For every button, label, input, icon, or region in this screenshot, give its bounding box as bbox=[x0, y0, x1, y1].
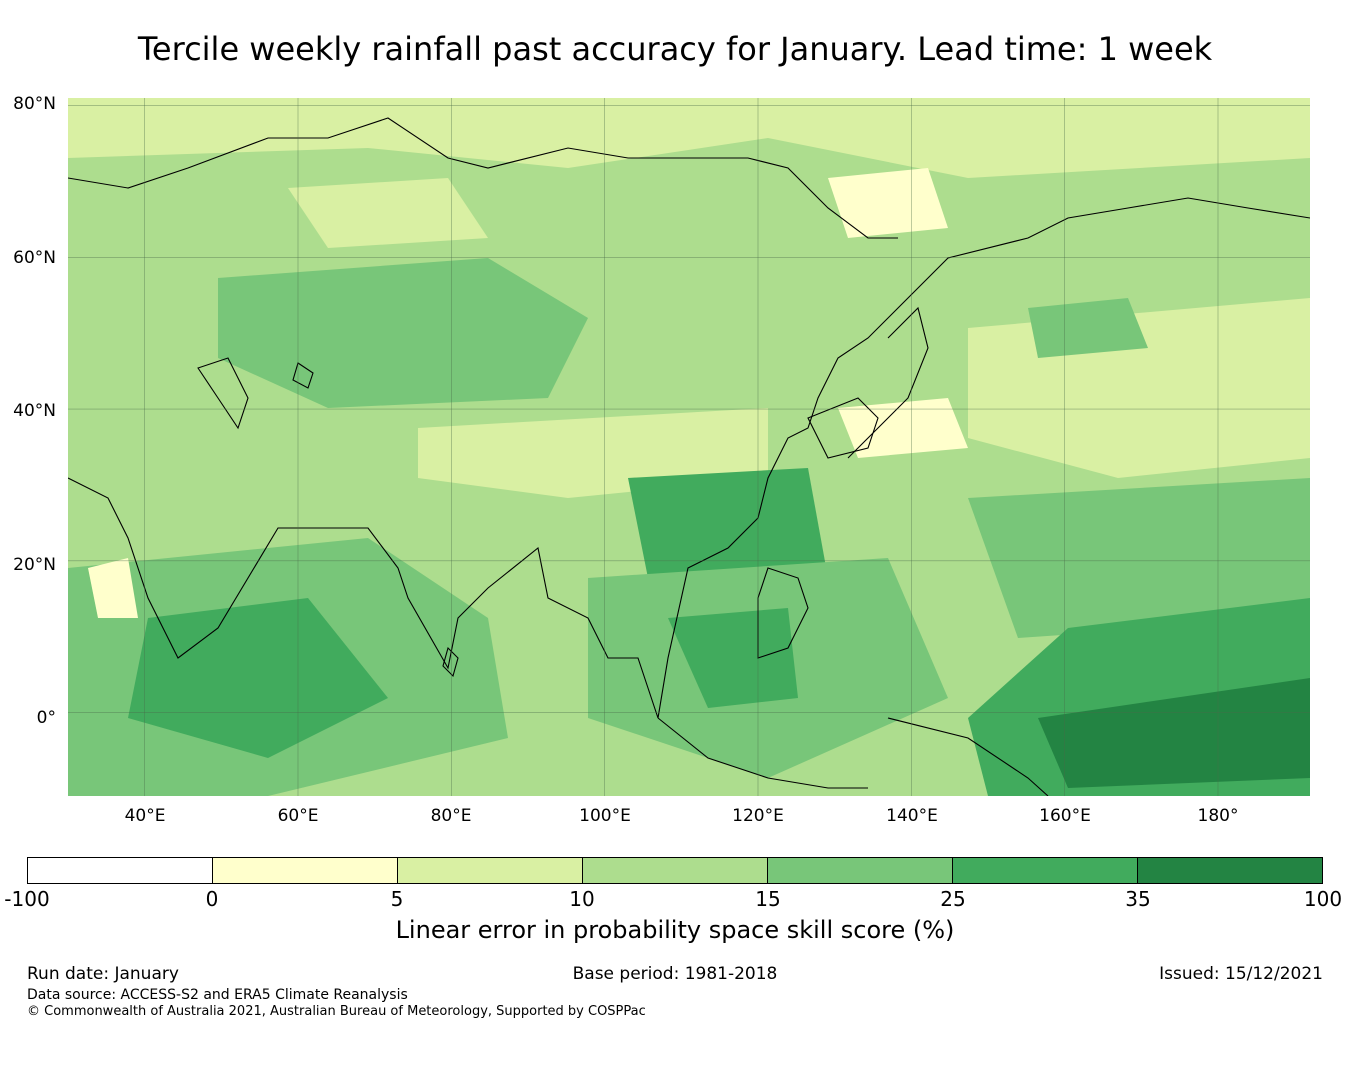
colorbar-tick: 25 bbox=[940, 887, 966, 911]
colorbar-segment bbox=[768, 858, 953, 883]
copyright: © Commonwealth of Australia 2021, Austra… bbox=[27, 1004, 646, 1019]
lat-label: 40°N bbox=[13, 401, 56, 421]
skill-map bbox=[68, 98, 1310, 796]
lon-label: 80°E bbox=[430, 806, 472, 826]
skill-region bbox=[968, 298, 1310, 478]
coastline bbox=[68, 117, 898, 239]
lat-label: 20°N bbox=[13, 555, 56, 575]
issued-date: Issued: 15/12/2021 bbox=[1159, 964, 1323, 984]
colorbar-segment bbox=[953, 858, 1138, 883]
colorbar-tick: 35 bbox=[1125, 887, 1151, 911]
lon-label: 180° bbox=[1197, 806, 1239, 826]
coastlines bbox=[68, 117, 1310, 796]
colorbar-segment bbox=[1138, 858, 1322, 883]
skill-map-svg bbox=[68, 98, 1310, 796]
coastline bbox=[197, 357, 249, 430]
lon-label: 160°E bbox=[1039, 806, 1091, 826]
base-period: Base period: 1981-2018 bbox=[572, 964, 778, 984]
skill-region bbox=[218, 258, 588, 408]
colorbar-label: Linear error in probability space skill … bbox=[395, 916, 955, 944]
skill-region bbox=[1028, 298, 1148, 358]
coastline bbox=[292, 362, 314, 389]
lon-label: 140°E bbox=[886, 806, 938, 826]
colorbar-tick: 100 bbox=[1303, 887, 1343, 911]
lon-label: 60°E bbox=[277, 806, 319, 826]
colorbar-segment bbox=[28, 858, 213, 883]
colorbar bbox=[27, 857, 1323, 884]
coastline bbox=[442, 646, 459, 678]
lat-label: 80°N bbox=[13, 94, 56, 114]
coastline bbox=[887, 717, 1049, 796]
skill-region bbox=[838, 398, 968, 458]
skill-field bbox=[68, 98, 1310, 796]
skill-region bbox=[68, 98, 1310, 178]
colorbar-segment bbox=[398, 858, 583, 883]
skill-region bbox=[1038, 678, 1310, 788]
data-source: Data source: ACCESS-S2 and ERA5 Climate … bbox=[27, 987, 408, 1003]
skill-region bbox=[668, 608, 798, 708]
coastline bbox=[657, 717, 868, 789]
graticule bbox=[68, 98, 1310, 796]
colorbar-tick: -100 bbox=[4, 887, 50, 911]
colorbar-tick: 15 bbox=[755, 887, 781, 911]
run-date: Run date: January bbox=[27, 964, 179, 984]
lat-label: 60°N bbox=[13, 248, 56, 268]
chart-title: Tercile weekly rainfall past accuracy fo… bbox=[137, 30, 1213, 68]
skill-region bbox=[128, 598, 388, 758]
colorbar-segment bbox=[583, 858, 768, 883]
colorbar-segment bbox=[213, 858, 398, 883]
skill-region bbox=[968, 478, 1310, 638]
colorbar-tick: 5 bbox=[390, 887, 404, 911]
skill-region bbox=[88, 558, 138, 618]
lon-label: 120°E bbox=[732, 806, 784, 826]
colorbar-tick: 10 bbox=[569, 887, 595, 911]
skill-region bbox=[288, 178, 488, 248]
lon-label: 100°E bbox=[579, 806, 631, 826]
skill-region bbox=[828, 168, 948, 238]
lat-label: 0° bbox=[36, 708, 56, 728]
lon-label: 40°E bbox=[124, 806, 166, 826]
colorbar-tick: 0 bbox=[205, 887, 219, 911]
coastline bbox=[847, 306, 929, 459]
